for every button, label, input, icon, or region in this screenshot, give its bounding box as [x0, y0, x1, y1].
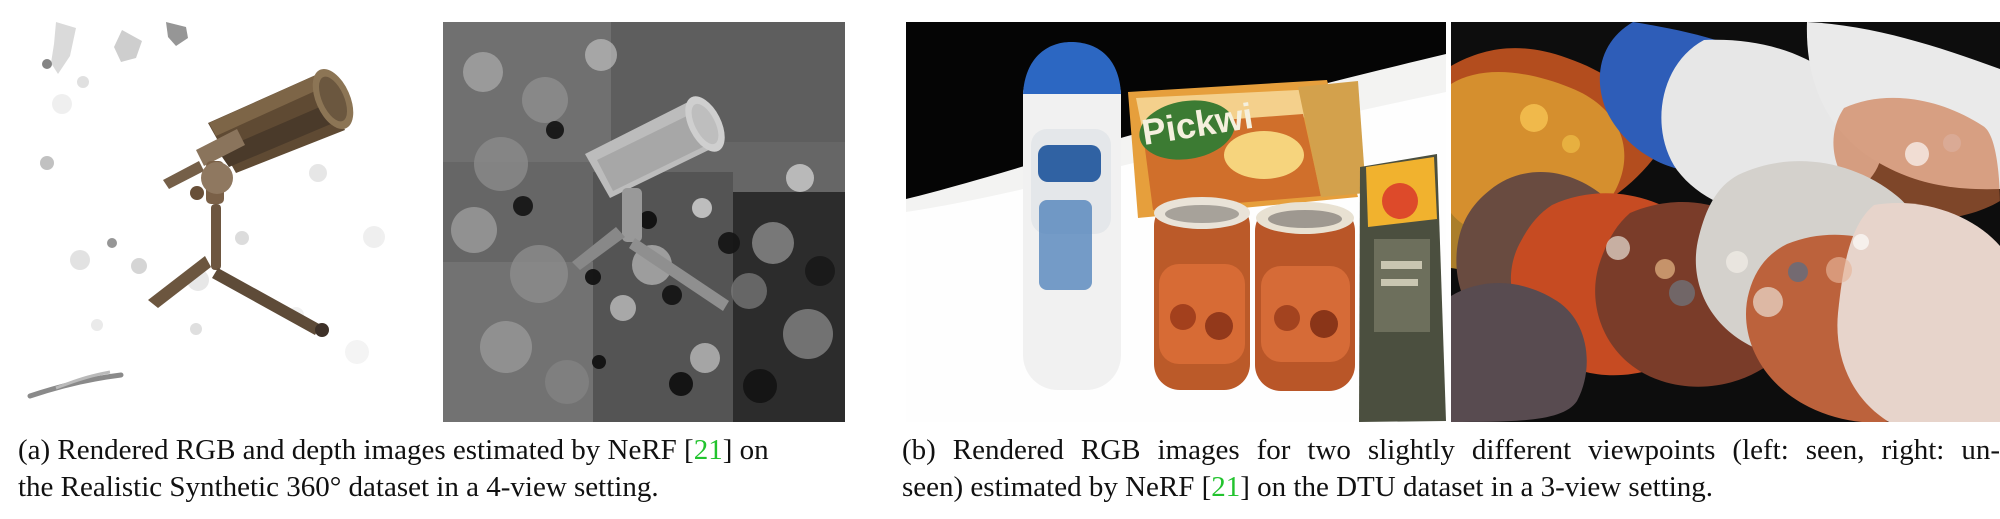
caption-a: (a) Rendered RGB and depth images estima…: [18, 432, 860, 506]
caption-b-line-2-after: ] on the DTU dataset in a 3-view setting…: [1240, 471, 1714, 503]
caption-a-line-1: (a) Rendered RGB and depth images estima…: [18, 432, 860, 469]
caption-b-line-1: (b) Rendered RGB images for two slightly…: [902, 434, 2000, 466]
rendered-rgb-telescope-image: [18, 22, 438, 422]
caption-a-line-1-before: (a) Rendered RGB and depth images estima…: [18, 434, 694, 466]
seen-view-illustration: Pickwi: [906, 22, 1446, 422]
rendered-rgb-unseen-view-image: [1451, 22, 2000, 422]
figure-panel-b: Pickwi: [890, 0, 2000, 519]
figure-panel-a: (a) Rendered RGB and depth images estima…: [0, 0, 860, 519]
rendered-depth-telescope-image: [443, 22, 845, 422]
caption-b-citation: 21: [1211, 471, 1241, 503]
caption-b: (b) Rendered RGB images for two slightly…: [902, 432, 2000, 506]
caption-b-line-2-before: seen) estimated by NeRF [: [902, 471, 1212, 503]
caption-a-line-1-after: ] on: [722, 434, 769, 466]
rendered-rgb-seen-view-image: Pickwi: [906, 22, 1446, 422]
caption-a-citation: 21: [693, 434, 723, 466]
caption-b-line-2: seen) estimated by NeRF [21] on the DTU …: [902, 469, 2000, 506]
telescope-rgb-illustration: [18, 22, 438, 422]
telescope-depth-illustration: [443, 22, 845, 422]
unseen-view-illustration: [1451, 22, 2000, 422]
caption-a-line-2: the Realistic Synthetic 360° dataset in …: [18, 471, 659, 503]
